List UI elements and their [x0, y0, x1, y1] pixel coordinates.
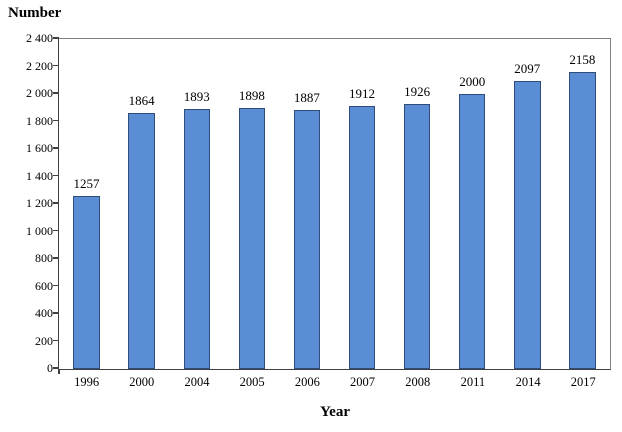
x-axis-title: Year	[320, 404, 350, 420]
y-tick-mark-0	[53, 367, 59, 369]
bar-value-label-2007: 1912	[349, 86, 376, 102]
bar-value-label-2011: 2000	[459, 74, 486, 89]
y-tick-mark-1200	[53, 202, 59, 204]
bar-slot-2000: 1864	[114, 39, 169, 369]
bar-value-label-2004: 1893	[183, 88, 210, 104]
y-tick-label-2000: 2 000	[26, 86, 53, 100]
bar-value-label-2005: 1898	[238, 88, 265, 104]
y-tick-label-800: 800	[35, 251, 53, 265]
bar-slot-1996: 1257	[59, 39, 114, 369]
y-axis-title: Number	[8, 5, 62, 21]
y-tick-label-200: 200	[35, 333, 53, 348]
bars-container: 1257 1864 1893 1898 1887 1912 1926 2000 2097 2158	[59, 39, 610, 369]
bar-2000	[128, 112, 155, 369]
y-tick-mark-2200	[53, 64, 59, 67]
x-tick-label-2004: 2004	[184, 375, 210, 389]
bar-1996	[73, 196, 100, 369]
bar-slot-2004: 1893	[169, 39, 224, 369]
y-tick-label-2200: 2 200	[26, 58, 53, 73]
bar-slot-2011: 2000	[445, 39, 500, 369]
bar-2014	[514, 80, 541, 369]
y-tick-label-1800: 1 800	[26, 113, 53, 128]
y-tick-mark-200	[53, 339, 59, 342]
y-tick-mark-1800	[53, 119, 59, 122]
y-tick-mark-600	[53, 284, 59, 287]
y-tick-label-1000: 1 000	[26, 223, 53, 238]
bar-value-label-2017: 2158	[569, 52, 596, 68]
x-tick-label-1996: 1996	[74, 375, 100, 389]
x-tick-label-2006: 2006	[294, 375, 320, 389]
y-tick-mark-1000	[53, 229, 59, 232]
x-tick-label-2008: 2008	[405, 375, 431, 389]
bar-2005	[238, 108, 266, 369]
y-tick-label-0: 0	[47, 361, 53, 375]
x-tick-label-2017: 2017	[570, 375, 596, 389]
y-tick-label-2400: 2 400	[26, 31, 53, 45]
x-tick-label-2014: 2014	[515, 375, 541, 389]
bar-slot-2006: 1887	[279, 39, 334, 369]
bar-slot-2007: 1912	[334, 39, 389, 369]
y-tick-label-600: 600	[35, 278, 53, 293]
bar-value-label-2006: 1887	[293, 89, 320, 105]
bar-value-label-1996: 1257	[73, 176, 100, 192]
bar-value-label-2008: 1926	[404, 84, 431, 100]
y-tick-mark-800	[53, 257, 59, 259]
plot-area: 1257 1864 1893 1898 1887 1912 1926 2000 2097 2158	[58, 38, 611, 370]
y-tick-label-1200: 1 200	[26, 196, 53, 210]
y-tick-mark-1400	[53, 174, 59, 177]
bar-2008	[403, 104, 431, 369]
bar-value-label-2014: 2097	[514, 60, 541, 76]
bar-slot-2017: 2158	[555, 39, 610, 369]
bar-value-label-2000: 1864	[128, 92, 155, 108]
y-tick-mark-1600	[53, 147, 59, 149]
bar-2007	[348, 106, 376, 369]
bar-2011	[458, 94, 486, 369]
bar-slot-2014: 2097	[500, 39, 555, 369]
y-tick-label-1600: 1 600	[26, 141, 53, 155]
y-tick-label-1400: 1 400	[26, 168, 53, 183]
bar-2004	[183, 108, 210, 369]
bar-slot-2005: 1898	[224, 39, 279, 369]
y-tick-mark-400	[53, 312, 59, 314]
bar-2017	[569, 72, 596, 369]
bar-slot-2008: 1926	[390, 39, 445, 369]
y-tick-mark-2000	[53, 92, 59, 94]
x-tick-label-2005: 2005	[239, 375, 265, 389]
y-tick-mark-2400	[53, 37, 59, 39]
x-tick-label-2000: 2000	[129, 375, 155, 389]
x-axis-labels: 1996 2000 2004 2005 2006 2007 2008 2011 2014 2017	[59, 375, 611, 389]
bar-2006	[293, 109, 321, 369]
y-tick-label-400: 400	[35, 306, 53, 320]
x-axis-origin-tick-mark	[58, 369, 60, 374]
x-tick-label-2011: 2011	[460, 375, 486, 389]
x-tick-label-2007: 2007	[350, 375, 376, 389]
